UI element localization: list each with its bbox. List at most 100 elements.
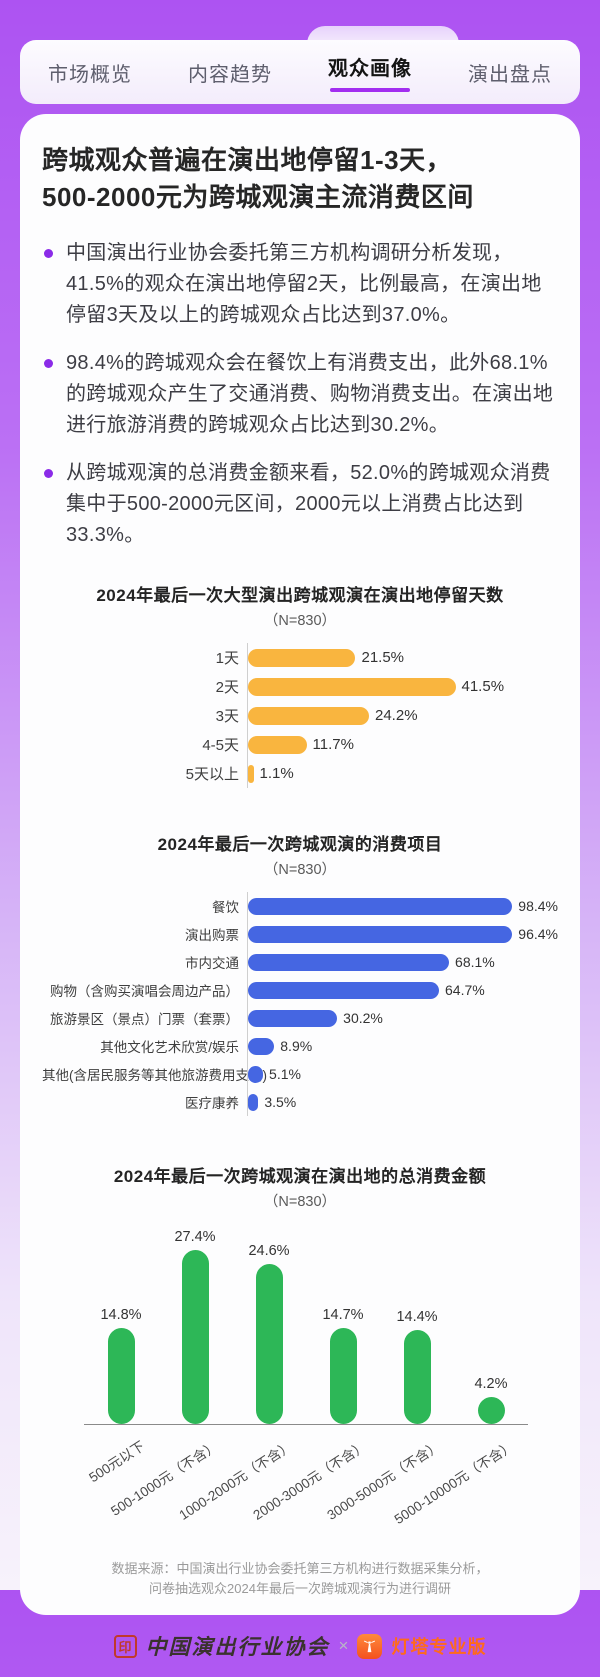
x-axis-label-text: 500元以下 [86, 1438, 148, 1486]
bar-column: 14.4% [380, 1229, 454, 1424]
bar-track: 3.5% [247, 1088, 558, 1116]
bar-track: 1.1% [247, 759, 558, 788]
bar-column: 27.4% [158, 1229, 232, 1424]
bar-value-label: 14.7% [322, 1307, 364, 1324]
data-source-line1: 数据来源：中国演出行业协会委托第三方机构进行数据采集分析， [111, 1561, 489, 1576]
bullet-text: 从跨城观演的总消费金额来看，52.0%的跨城观众消费集中于500-2000元区间… [66, 462, 551, 546]
cpa-brand-name: 中国演出行业协会 [145, 1634, 330, 1659]
chart-x-axis-labels: 500元以下 500-1000元（不含） 1000-2000元（不含） 2000-30… [84, 1425, 528, 1533]
bar-row: 3天 24.2% [42, 701, 558, 730]
bar-column: 14.8% [84, 1229, 158, 1424]
bar-row: 其他文化艺术欣赏/娱乐 8.9% [42, 1032, 558, 1060]
bullet-text: 98.4%的跨城观众会在餐饮上有消费支出，此外68.1%的跨城观众产生了交通消费… [66, 352, 554, 436]
bar-category-label: 医疗康养 [185, 1096, 239, 1111]
bar-row: 市内交通 68.1% [42, 948, 558, 976]
tab-bar: 市场概览 内容趋势 观众画像 演出盘点 [20, 26, 580, 104]
bar-value-label: 41.5% [461, 678, 505, 695]
brand-separator: × [338, 1636, 349, 1655]
page-title-line1: 跨城观众普遍在演出地停留1-3天， [42, 145, 453, 175]
bar-track: 30.2% [247, 1004, 558, 1032]
bar [248, 648, 356, 667]
bar-row: 购物（含购买演唱会周边产品） 64.7% [42, 976, 558, 1004]
bar-category-label: 餐饮 [212, 900, 239, 915]
bar [329, 1328, 357, 1424]
bar-column: 24.6% [232, 1229, 306, 1424]
bar-row: 4-5天 11.7% [42, 730, 558, 759]
tab-label: 市场概览 [48, 63, 132, 86]
bar-category-label: 1天 [215, 650, 239, 667]
bar-track: 8.9% [247, 1032, 558, 1060]
bar-track: 21.5% [247, 643, 558, 672]
bar-value-label: 3.5% [264, 1094, 297, 1110]
bullet-dot-icon [44, 469, 53, 478]
lighthouse-icon [357, 1633, 383, 1659]
chart-total-spend: 2024年最后一次跨城观演在演出地的总消费金额 （N=830） 14.8% 27.… [42, 1162, 558, 1533]
bar-category-label: 2天 [215, 679, 239, 696]
tab-market-overview[interactable]: 市场概览 [20, 58, 160, 87]
chart-stay-duration: 2024年最后一次大型演出跨城观演在演出地停留天数 （N=830） 1天 21.5… [42, 581, 558, 788]
data-source-note: 数据来源：中国演出行业协会委托第三方机构进行数据采集分析， 问卷抽选观众2024… [42, 1559, 558, 1599]
bar-value-label: 21.5% [361, 649, 405, 666]
tab-label: 观众画像 [328, 58, 412, 80]
bar-column: 4.2% [454, 1229, 528, 1424]
bar-track: 98.4% [247, 892, 558, 920]
bar [248, 953, 450, 971]
bullet-dot-icon [44, 249, 53, 258]
bar-category-label: 演出购票 [185, 928, 239, 943]
bar [248, 677, 456, 696]
bullet-dot-icon [44, 359, 53, 368]
bar [248, 981, 440, 999]
bar-value-label: 1.1% [259, 765, 294, 782]
bar [477, 1396, 505, 1424]
bar-row: 5天以上 1.1% [42, 759, 558, 788]
bar-column: 14.7% [306, 1229, 380, 1424]
page-title: 跨城观众普遍在演出地停留1-3天， 500-2000元为跨城观演主流消费区间 [42, 142, 558, 216]
chart-consumption-items: 2024年最后一次跨城观演的消费项目 （N=830） 餐饮 98.4% 演出购票 96… [42, 830, 558, 1116]
chart-sample-size: （N=830） [263, 1194, 337, 1210]
chart-bars-area: 1天 21.5% 2天 41.5% 3天 24.2% 4-5天 11.7% 5天以上 1.1% [42, 643, 558, 788]
chart-plot-area: 14.8% 27.4% 24.6% 14.7% 14.4% 4.2% 500元以下 500-… [84, 1229, 528, 1533]
bar-value-label: 14.8% [100, 1306, 142, 1323]
bar [255, 1264, 283, 1424]
bar [248, 735, 307, 754]
bar-track: 24.2% [247, 701, 558, 730]
chart-sample-size: （N=830） [263, 862, 337, 878]
bullet-item: 中国演出行业协会委托第三方机构调研分析发现，41.5%的观众在演出地停留2天，比… [42, 238, 558, 331]
bar [248, 897, 513, 915]
bar [403, 1330, 431, 1424]
bar-row: 其他(含居民服务等其他旅游费用支出) 5.1% [42, 1060, 558, 1088]
bar-value-label: 11.7% [312, 736, 354, 753]
bar-row: 2天 41.5% [42, 672, 558, 701]
bar-value-label: 4.2% [474, 1375, 508, 1392]
tab-label: 内容趋势 [188, 63, 272, 86]
bar-value-label: 68.1% [455, 954, 495, 970]
chart-title: 2024年最后一次跨城观演的消费项目 [157, 835, 443, 854]
bar [248, 706, 369, 725]
bar-row: 1天 21.5% [42, 643, 558, 672]
page-title-line2: 500-2000元为跨城观演主流消费区间 [42, 182, 474, 212]
tab-bar-inner: 市场概览 内容趋势 观众画像 演出盘点 [20, 40, 580, 104]
bar-value-label: 5.1% [269, 1066, 301, 1082]
content-card: 跨城观众普遍在演出地停留1-3天， 500-2000元为跨城观演主流消费区间 中… [20, 114, 580, 1615]
bar-value-label: 96.4% [518, 926, 558, 942]
brand-footer: 印 中国演出行业协会 × 灯塔专业版 [0, 1615, 600, 1677]
tab-content-trends[interactable]: 内容趋势 [160, 58, 300, 87]
bar-track: 11.7% [247, 730, 558, 759]
bar [248, 764, 254, 783]
bullet-item: 98.4%的跨城观众会在餐饮上有消费支出，此外68.1%的跨城观众产生了交通消费… [42, 348, 558, 441]
data-source-line2: 问卷抽选观众2024年最后一次跨城观演行为进行调研 [149, 1581, 451, 1596]
bar-value-label: 27.4% [174, 1229, 216, 1245]
bar-row: 餐饮 98.4% [42, 892, 558, 920]
bar-row: 演出购票 96.4% [42, 920, 558, 948]
tab-audience-profile[interactable]: 观众画像 [300, 52, 440, 92]
bar-track: 5.1% [247, 1060, 558, 1088]
bar-track: 41.5% [247, 672, 558, 701]
bar [248, 1065, 264, 1083]
bar-category-label: 市内交通 [185, 956, 239, 971]
bullet-text: 中国演出行业协会委托第三方机构调研分析发现，41.5%的观众在演出地停留2天，比… [66, 242, 542, 326]
bar-value-label: 98.4% [518, 898, 558, 914]
bar [248, 1009, 338, 1027]
bar-category-label: 购物（含购买演唱会周边产品） [50, 984, 239, 999]
tab-performance-review[interactable]: 演出盘点 [440, 58, 580, 87]
bar-category-label: 3天 [215, 708, 239, 725]
